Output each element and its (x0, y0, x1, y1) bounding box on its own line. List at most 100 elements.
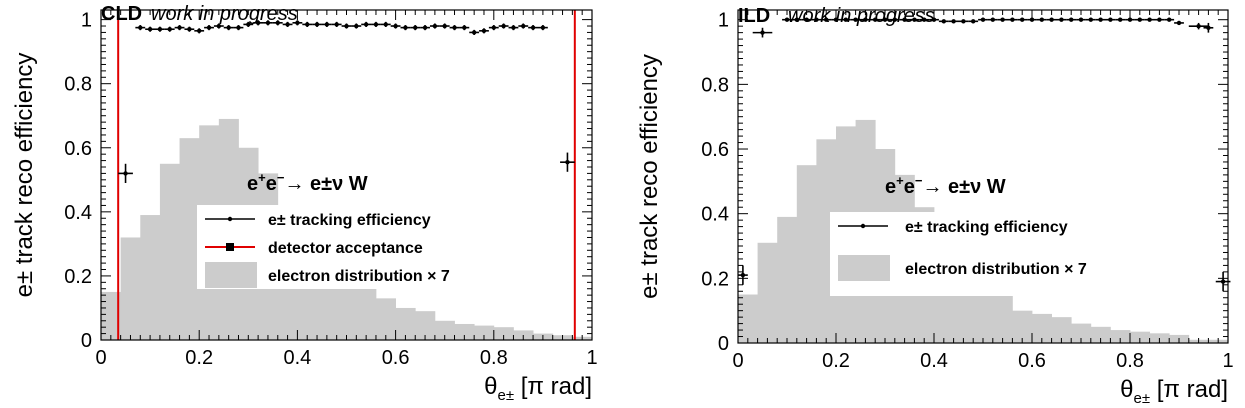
y-tick-label: 0.6 (64, 138, 92, 160)
efficiency-marker (471, 30, 477, 35)
efficiency-point (449, 25, 460, 31)
efficiency-marker (363, 22, 369, 27)
legend-entry: electron distribution × 7 (838, 255, 1087, 281)
efficiency-point (321, 21, 332, 27)
efficiency-marker (814, 17, 819, 22)
efficiency-point (1007, 17, 1018, 22)
efficiency-marker (971, 19, 976, 24)
efficiency-point (1215, 271, 1231, 292)
status-label: work in progress (151, 3, 298, 25)
experiment-label: CLD (101, 3, 142, 25)
efficiency-point (302, 21, 313, 27)
x-tick-label: 0.6 (382, 347, 410, 369)
efficiency-marker (961, 19, 966, 24)
efficiency-marker (226, 25, 231, 30)
efficiency-point (312, 21, 322, 27)
efficiency-point (528, 25, 538, 31)
legend: e± tracking efficiency detector acceptanc… (197, 205, 450, 289)
distribution-bar (454, 323, 475, 340)
y-tick-label: 1 (81, 10, 92, 32)
efficiency-point (850, 17, 861, 22)
legend-label: electron distribution × 7 (268, 268, 450, 285)
efficiency-marker (1029, 17, 1035, 22)
ild-efficiency-chart: 0 0.2 0.4 0.6 0.8 1 0 0.2 0.4 0.6 0.8 1 e± tracking … (625, 0, 1245, 408)
efficiency-marker (206, 25, 212, 30)
efficiency-marker (1078, 17, 1084, 22)
efficiency-point (233, 25, 244, 31)
legend-fill-swatch (838, 255, 890, 281)
efficiency-point (880, 17, 890, 22)
distribution-bar (375, 298, 396, 340)
efficiency-marker (265, 20, 271, 26)
efficiency-marker (462, 25, 467, 30)
legend-label: detector acceptance (268, 240, 423, 257)
efficiency-marker (990, 17, 995, 22)
legend-point-marker (227, 216, 233, 222)
efficiency-point (213, 23, 224, 29)
legend-entry: detector acceptance (205, 240, 423, 257)
distribution-bar (992, 288, 1013, 343)
efficiency-marker (922, 17, 927, 22)
efficiency-marker (863, 17, 868, 22)
distribution-bar (1012, 310, 1033, 343)
x-tick-label: 0 (732, 350, 743, 372)
efficiency-point (439, 23, 450, 29)
efficiency-marker (197, 28, 202, 34)
distribution-bar (493, 327, 514, 340)
efficiency-point (1066, 17, 1077, 22)
distribution-bar (796, 165, 817, 343)
x-tick-label: 0.2 (185, 347, 213, 369)
x-tick-label: 0.4 (920, 350, 948, 372)
efficiency-marker (413, 25, 418, 30)
efficiency-marker (941, 19, 946, 24)
y-axis-label: e± track reco efficiency (11, 53, 38, 298)
status-label: work in progress (788, 5, 935, 27)
efficiency-marker (1108, 17, 1113, 22)
y-tick-label: 0.4 (701, 204, 729, 226)
efficiency-point (968, 19, 979, 24)
efficiency-marker (452, 25, 457, 30)
efficiency-marker (843, 17, 848, 22)
efficiency-marker (324, 22, 330, 27)
distribution-bar (356, 285, 377, 340)
efficiency-marker (1206, 25, 1211, 30)
efficiency-point (987, 17, 998, 22)
x-axis-label: θe± [π rad] (484, 373, 592, 404)
distribution-bar (120, 237, 141, 340)
x-tick-label: 0.8 (1116, 350, 1144, 372)
efficiency-point (1085, 17, 1096, 22)
efficiency-marker (285, 22, 290, 27)
efficiency-point (204, 25, 214, 31)
efficiency-point (752, 27, 773, 38)
efficiency-point (537, 25, 548, 31)
distribution-bar (434, 320, 455, 340)
efficiency-marker (167, 27, 172, 32)
efficiency-point (1188, 22, 1209, 30)
efficiency-marker (892, 17, 897, 22)
efficiency-marker (511, 25, 516, 30)
efficiency-point (518, 23, 529, 29)
efficiency-point (282, 21, 293, 27)
x-tick-label: 0.8 (480, 347, 508, 369)
efficiency-marker (123, 171, 128, 176)
efficiency-marker (236, 25, 241, 30)
process-label: e+e−→ e±ν W (247, 170, 368, 195)
distribution-bar (474, 325, 495, 340)
x-tick-label: 1 (586, 347, 597, 369)
efficiency-marker (853, 17, 858, 22)
efficiency-marker (1147, 17, 1152, 22)
distribution-bar (777, 216, 798, 343)
efficiency-marker (951, 19, 956, 24)
y-tick-label: 0.2 (64, 266, 92, 288)
efficiency-point (420, 25, 430, 31)
efficiency-marker (1069, 17, 1074, 22)
efficiency-point (1027, 17, 1037, 22)
efficiency-point (380, 21, 391, 27)
efficiency-marker (334, 22, 339, 27)
efficiency-point (840, 17, 851, 22)
efficiency-marker (147, 27, 153, 32)
efficiency-marker (275, 20, 280, 26)
efficiency-point (870, 17, 881, 22)
efficiency-point (194, 28, 205, 34)
legend-fill-swatch (205, 262, 257, 288)
